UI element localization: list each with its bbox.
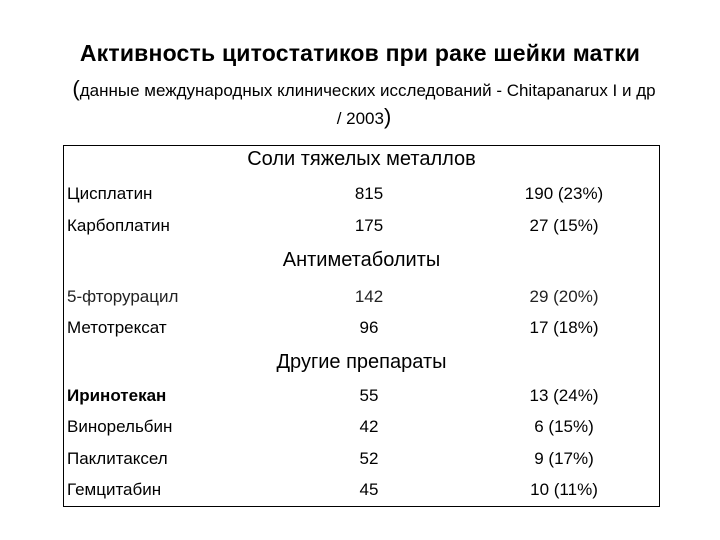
drug-name: Гемцитабин (67, 480, 162, 499)
drug-name: Иринотекан (67, 386, 167, 405)
subtitle-line2: / 2003 (336, 109, 384, 128)
drug-activity-table: Соли тяжелых металлов Цисплатин 815 190 … (63, 145, 660, 507)
table-row: Гемцитабин 45 10 (11%) (64, 480, 659, 510)
response-value: 13 (24%) (529, 386, 599, 405)
drug-name: 5-фторурацил (67, 287, 179, 306)
response-value: 9 (17%) (534, 449, 594, 468)
table-row: Иринотекан 55 13 (24%) (64, 386, 659, 416)
drug-name: Метотрексат (67, 318, 167, 337)
patients-count: 96 (359, 318, 379, 337)
table-row: Винорельбин 42 6 (15%) (64, 417, 659, 447)
patients-count: 52 (359, 449, 379, 468)
table-row: 5-фторурацил 142 29 (20%) (64, 287, 659, 317)
patients-count: 42 (359, 417, 379, 436)
drug-name: Паклитаксел (67, 449, 168, 468)
drug-name: Цисплатин (67, 184, 153, 203)
patients-count: 175 (354, 216, 384, 235)
slide-subtitle: (данные международных клинических исслед… (14, 76, 714, 132)
slide-title: Активность цитостатиков при раке шейки м… (79, 40, 641, 66)
patients-count: 55 (359, 386, 379, 405)
response-value: 190 (23%) (524, 184, 604, 203)
table-row: Паклитаксел 52 9 (17%) (64, 449, 659, 479)
patients-count: 45 (359, 480, 379, 499)
subtitle-line1: данные международных клинических исследо… (79, 81, 656, 100)
table-row: Карбоплатин 175 27 (15%) (64, 216, 659, 246)
subtitle-open-paren: ( (72, 76, 80, 101)
section-heading-heavy-metals: Соли тяжелых металлов (247, 148, 476, 170)
section-heading-antimetabolites: Антиметаболиты (282, 249, 441, 271)
response-value: 10 (11%) (530, 480, 598, 499)
table-row: Цисплатин 815 190 (23%) (64, 184, 659, 214)
response-value: 27 (15%) (529, 216, 599, 235)
subtitle-close-paren: ) (383, 104, 392, 129)
drug-name: Винорельбин (67, 417, 173, 436)
section-heading-other-drugs: Другие препараты (276, 351, 447, 373)
response-value: 6 (15%) (534, 417, 594, 436)
response-value: 17 (18%) (529, 318, 599, 337)
patients-count: 142 (354, 287, 384, 306)
patients-count: 815 (354, 184, 384, 203)
drug-name: Карбоплатин (67, 216, 170, 235)
response-value: 29 (20%) (529, 287, 599, 306)
table-row: Метотрексат 96 17 (18%) (64, 318, 659, 348)
